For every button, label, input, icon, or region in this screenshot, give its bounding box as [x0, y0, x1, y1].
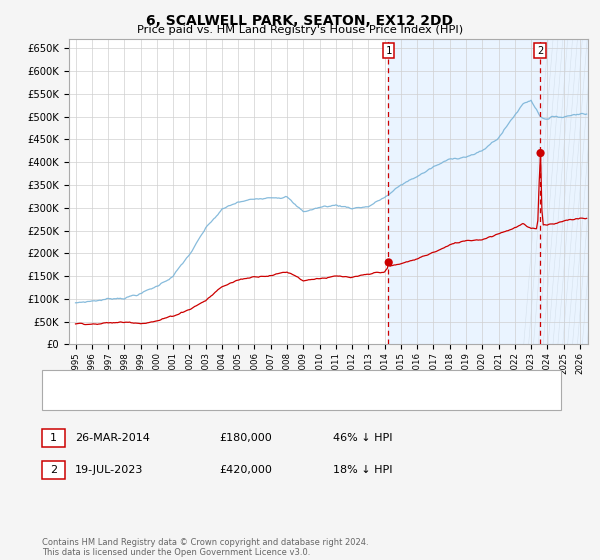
Bar — [388, 39, 588, 344]
Text: 46% ↓ HPI: 46% ↓ HPI — [333, 433, 392, 443]
Text: 6, SCALWELL PARK, SEATON, EX12 2DD (detached house): 6, SCALWELL PARK, SEATON, EX12 2DD (deta… — [87, 376, 387, 386]
Text: ─────: ───── — [45, 392, 80, 405]
Text: £180,000: £180,000 — [219, 433, 272, 443]
Text: 1: 1 — [385, 45, 391, 55]
Point — [384, 258, 394, 267]
Point — [536, 148, 545, 157]
Text: Price paid vs. HM Land Registry's House Price Index (HPI): Price paid vs. HM Land Registry's House … — [137, 25, 463, 35]
Text: Contains HM Land Registry data © Crown copyright and database right 2024.
This d: Contains HM Land Registry data © Crown c… — [42, 538, 368, 557]
Text: 2: 2 — [537, 45, 543, 55]
Text: 19-JUL-2023: 19-JUL-2023 — [75, 465, 143, 475]
Text: 26-MAR-2014: 26-MAR-2014 — [75, 433, 150, 443]
Text: 2: 2 — [50, 465, 57, 475]
Text: 1: 1 — [50, 433, 57, 443]
Text: 6, SCALWELL PARK, SEATON, EX12 2DD: 6, SCALWELL PARK, SEATON, EX12 2DD — [146, 14, 454, 28]
Text: £420,000: £420,000 — [219, 465, 272, 475]
Text: HPI: Average price, detached house, East Devon: HPI: Average price, detached house, East… — [87, 394, 339, 404]
Text: ─────: ───── — [45, 375, 80, 388]
Text: 18% ↓ HPI: 18% ↓ HPI — [333, 465, 392, 475]
